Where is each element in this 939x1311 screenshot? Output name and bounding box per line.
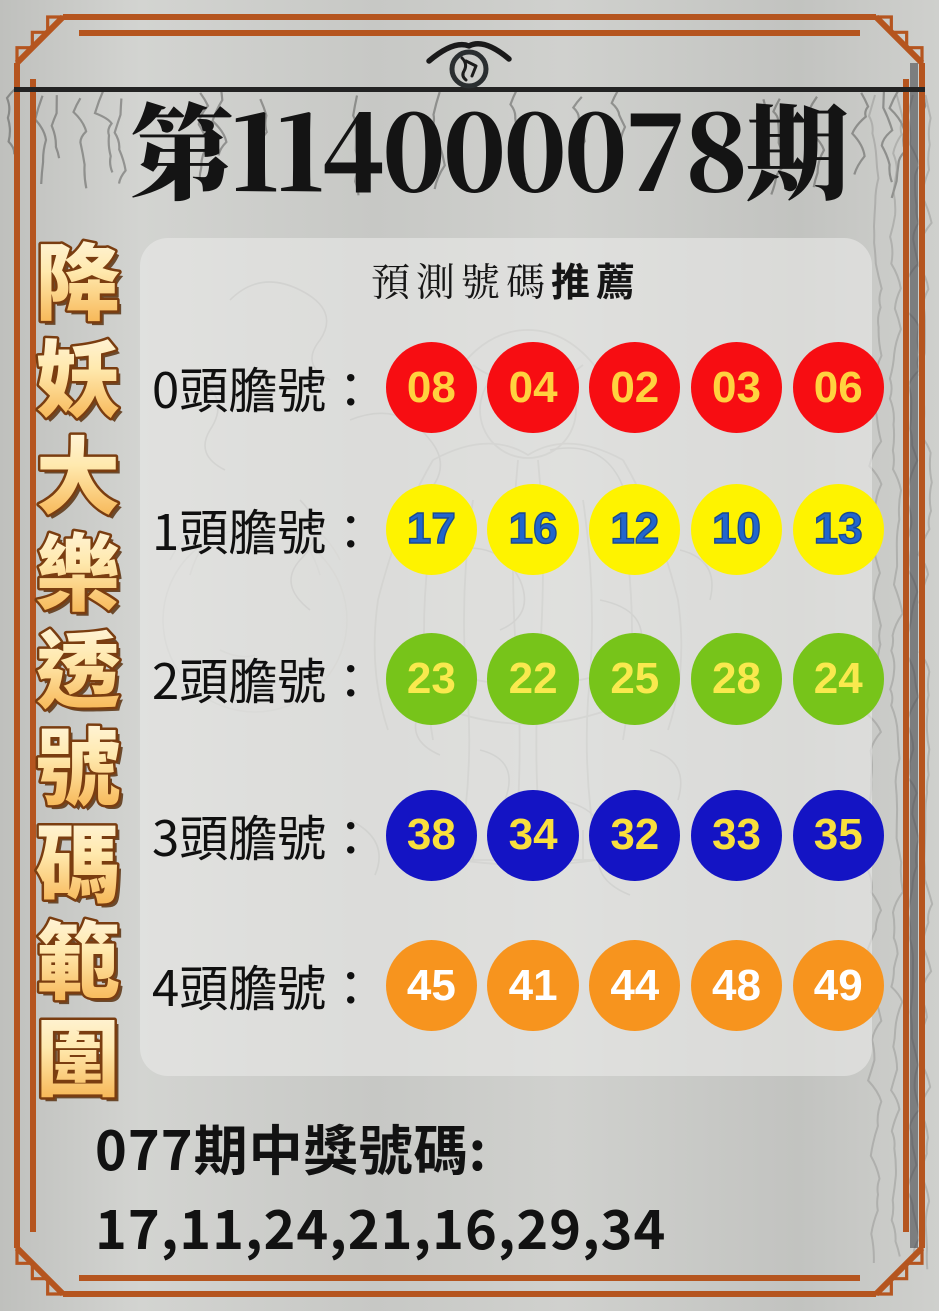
svg-text:圍: 圍 <box>36 993 120 1114</box>
